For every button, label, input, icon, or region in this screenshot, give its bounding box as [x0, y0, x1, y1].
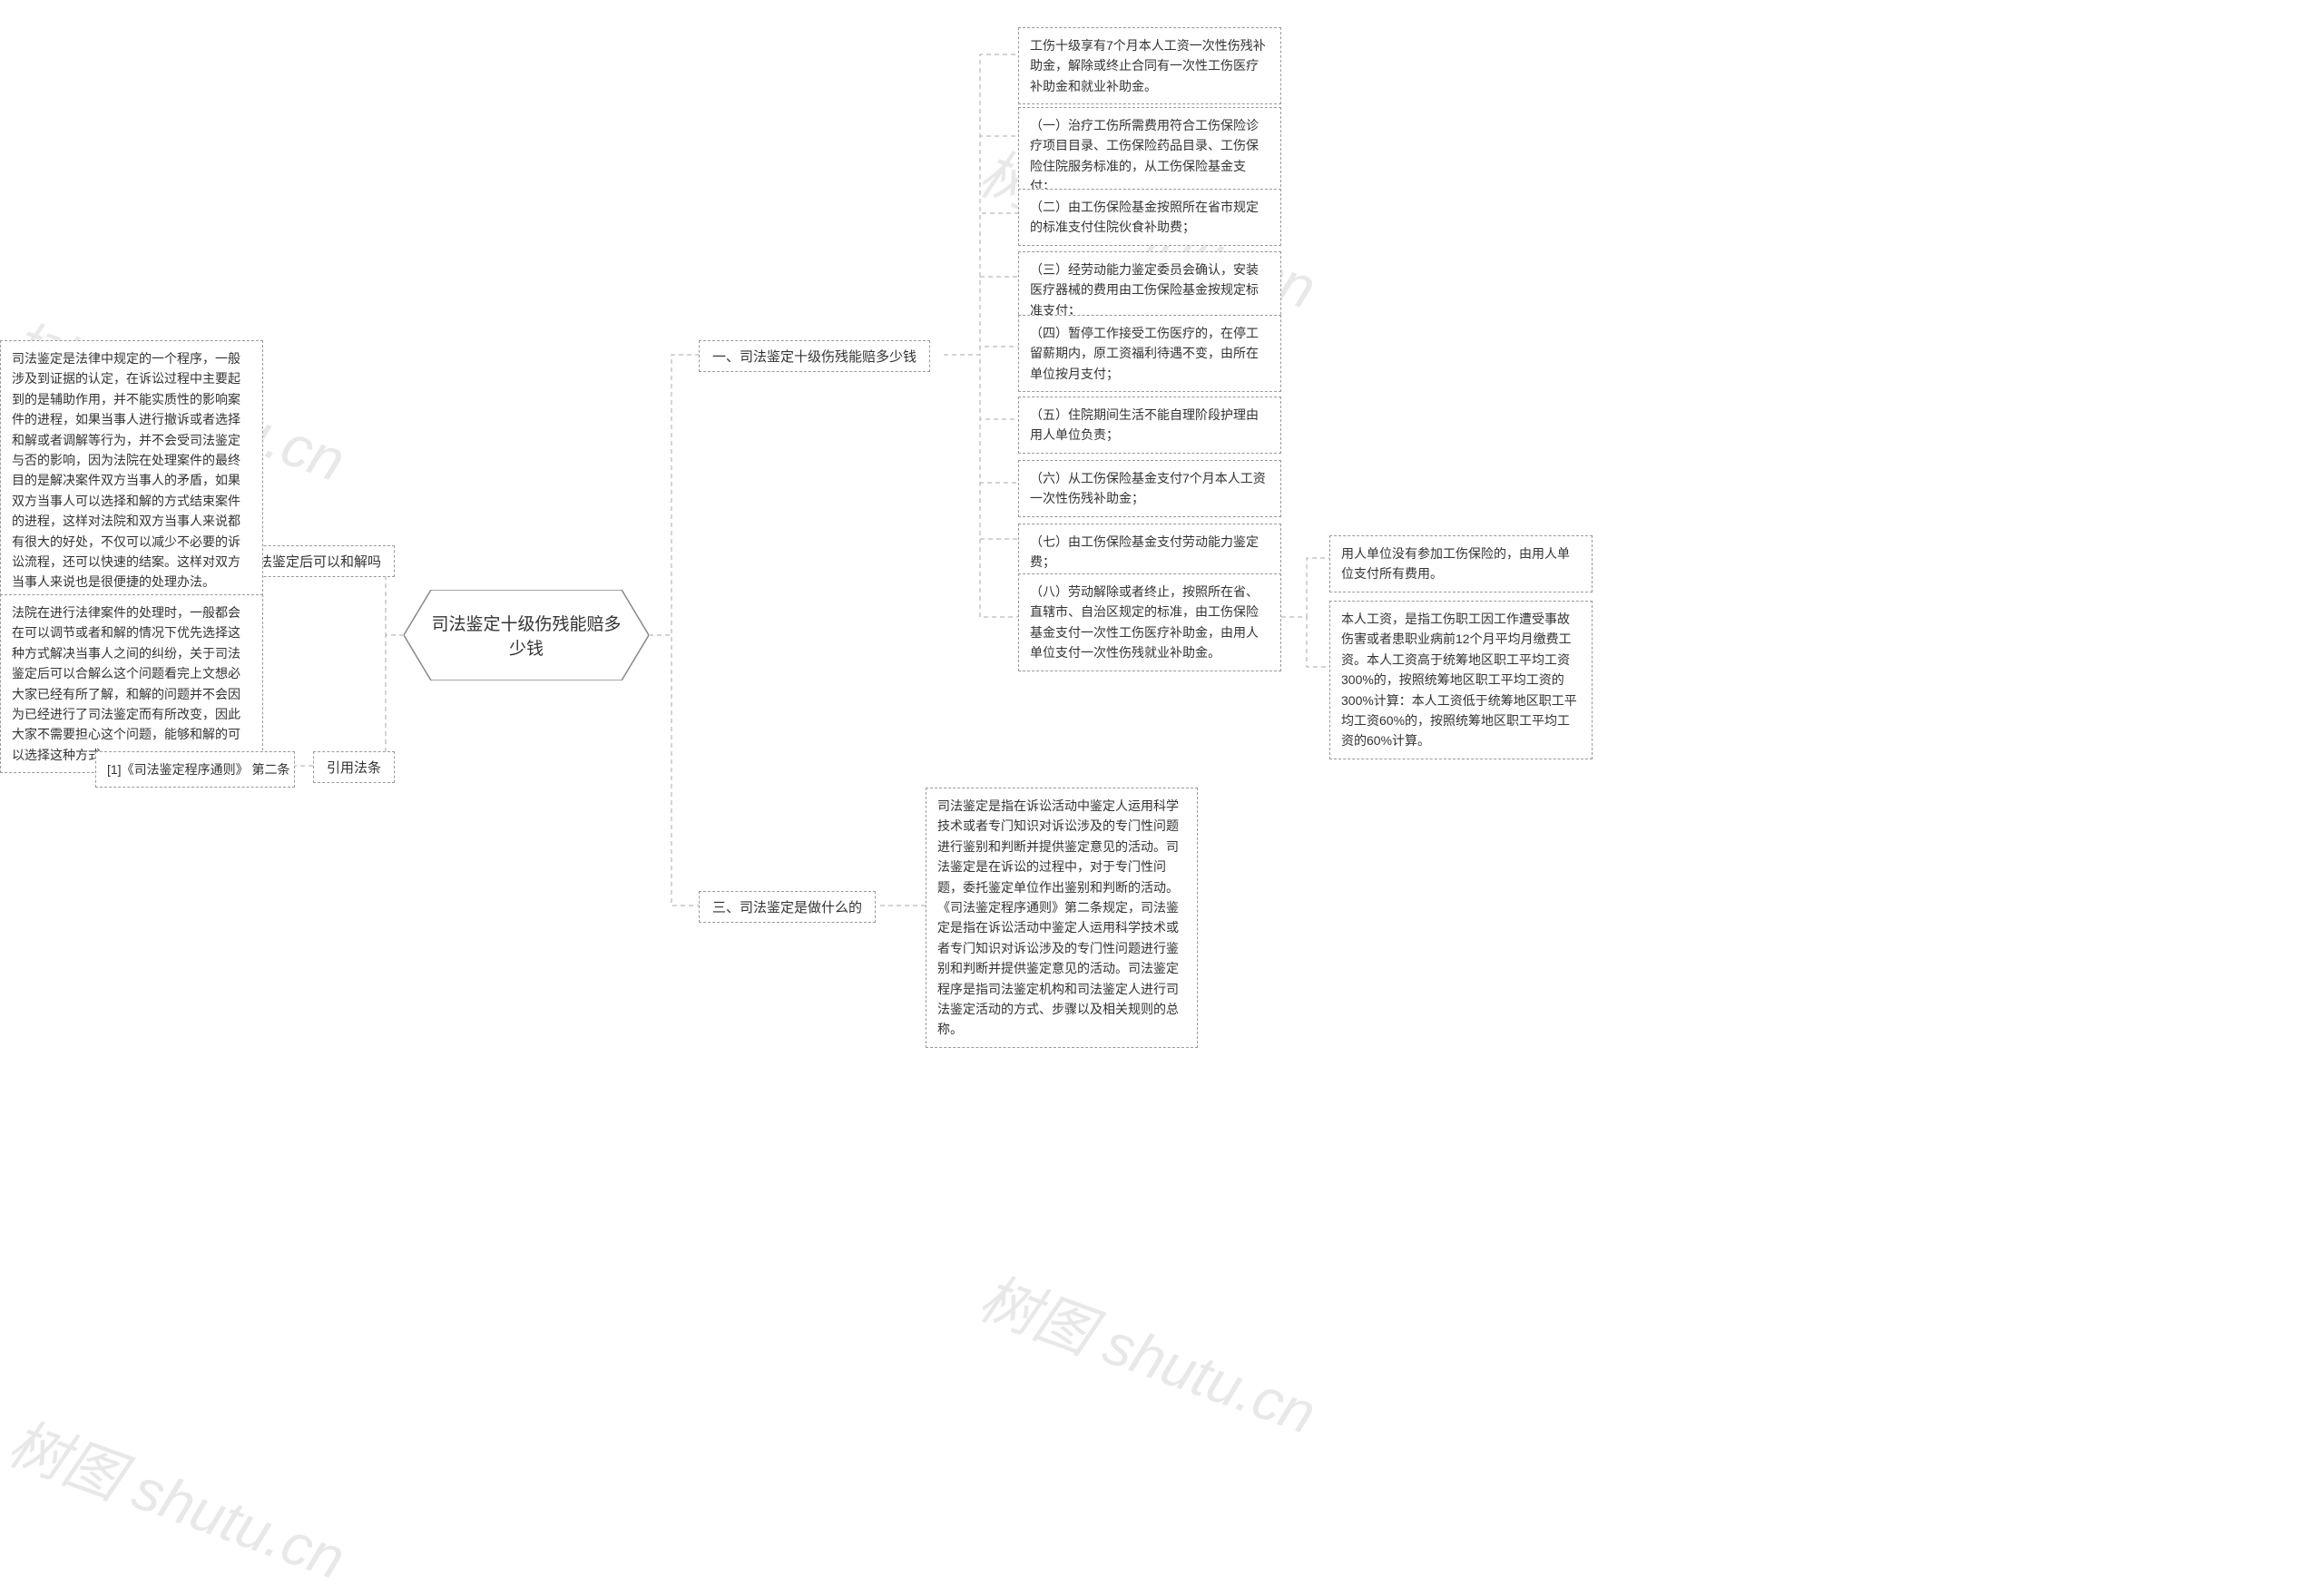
- node-r1a: 工伤十级享有7个月本人工资一次性伤残补助金，解除或终止合同有一次性工伤医疗补助金…: [1018, 27, 1281, 104]
- node-lref1: [1]《司法鉴定程序通则》 第二条: [95, 751, 295, 788]
- node-r1h: （七）由工伤保险基金支付劳动能力鉴定费；: [1018, 524, 1281, 581]
- node-r1e: （四）暂停工作接受工伤医疗的，在停工留薪期内，原工资福利待遇不变，由所在单位按月…: [1018, 315, 1281, 392]
- node-r1g: （六）从工伤保险基金支付7个月本人工资一次性伤残补助金；: [1018, 460, 1281, 517]
- node-r1f: （五）住院期间生活不能自理阶段护理由用人单位负责；: [1018, 397, 1281, 454]
- node-r1i1: 用人单位没有参加工伤保险的，由用人单位支付所有费用。: [1329, 535, 1593, 592]
- watermark: 树图 shutu.cn: [0, 1397, 358, 1596]
- node-r1c: （二）由工伤保险基金按照所在省市规定的标准支付住院伙食补助费；: [1018, 189, 1281, 246]
- branch-r1: 一、司法鉴定十级伤残能赔多少钱: [699, 340, 930, 372]
- branch-r3: 三、司法鉴定是做什么的: [699, 891, 876, 923]
- center-node: 司法鉴定十级伤残能赔多少钱: [404, 590, 649, 681]
- node-r1i2: 本人工资，是指工伤职工因工作遭受事故伤害或者患职业病前12个月平均月缴费工资。本…: [1329, 601, 1593, 759]
- node-r1i: （八）劳动解除或者终止，按照所在省、直辖市、自治区规定的标准，由工伤保险基金支付…: [1018, 573, 1281, 671]
- node-l2a: 司法鉴定是法律中规定的一个程序，一般涉及到证据的认定，在诉讼过程中主要起到的是辅…: [0, 340, 263, 601]
- node-r3a: 司法鉴定是指在诉讼活动中鉴定人运用科学技术或者专门知识对诉讼涉及的专门性问题进行…: [926, 788, 1198, 1048]
- node-l2b: 法院在进行法律案件的处理时，一般都会在可以调节或者和解的情况下优先选择这种方式解…: [0, 594, 263, 773]
- watermark: 树图 shutu.cn: [970, 1252, 1329, 1451]
- center-label: 司法鉴定十级伤残能赔多少钱: [404, 590, 649, 681]
- branch-ref: 引用法条: [313, 751, 395, 783]
